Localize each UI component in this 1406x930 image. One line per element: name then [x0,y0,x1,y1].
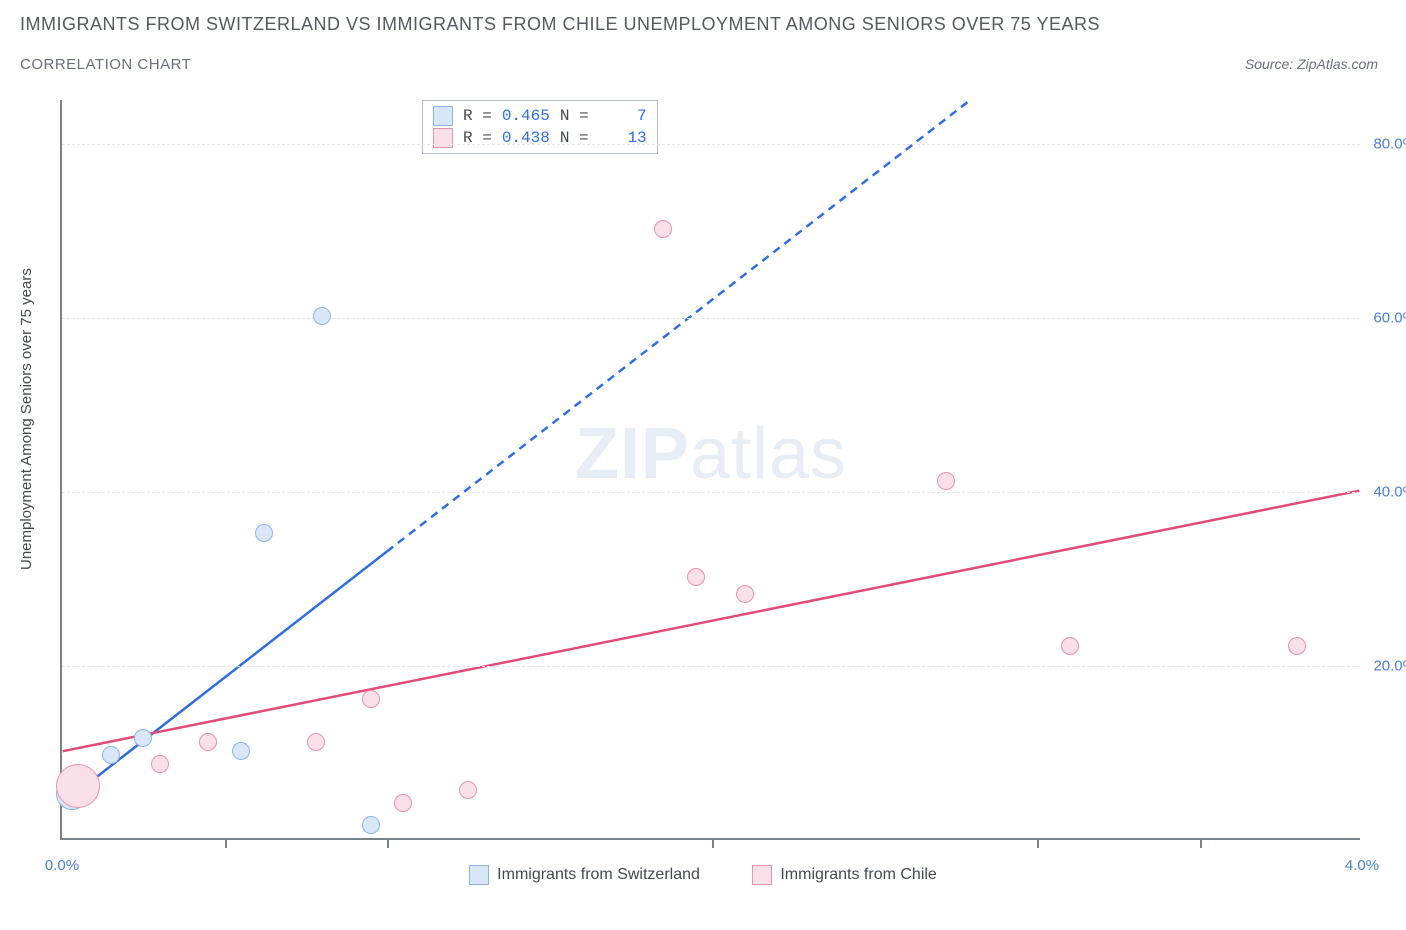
gridline [62,144,1360,145]
x-tick [225,838,227,848]
watermark-light: atlas [690,414,847,494]
data-point-chile [362,690,380,708]
source-name: ZipAtlas.com [1297,56,1378,72]
data-point-chile [394,794,412,812]
legend-item-chile: Immigrants from Chile [752,865,936,885]
data-point-switzerland [102,746,120,764]
data-point-chile [56,764,100,808]
legend-swatch-chile [433,128,453,148]
legend-swatch-chile [752,865,772,885]
gridline [62,666,1360,667]
data-point-chile [199,733,217,751]
legend-r-label: R = [463,127,492,149]
series-legend: Immigrants from Switzerland Immigrants f… [0,865,1406,890]
legend-r-value-chile: 0.438 [502,127,550,149]
legend-row-switzerland: R = 0.465 N = 7 [433,105,647,127]
data-point-chile [151,755,169,773]
gridline [62,318,1360,319]
legend-row-chile: R = 0.438 N = 13 [433,127,647,149]
plot-area: ZIPatlas R = 0.465 N = 7 R = 0.438 N = 1… [60,100,1360,840]
data-point-switzerland [362,816,380,834]
data-point-chile [307,733,325,751]
data-point-chile [736,585,754,603]
legend-r-value-switzerland: 0.465 [502,105,550,127]
legend-swatch-switzerland [469,865,489,885]
watermark: ZIPatlas [575,413,847,495]
correlation-legend: R = 0.465 N = 7 R = 0.438 N = 13 [422,100,658,154]
y-tick-label: 60.0% [1373,309,1406,326]
legend-r-label: R = [463,105,492,127]
legend-swatch-switzerland [433,106,453,126]
x-tick [1200,838,1202,848]
chart-subtitle: CORRELATION CHART [20,56,191,73]
x-tick [712,838,714,848]
legend-n-value-switzerland: 7 [599,105,647,127]
legend-label-chile: Immigrants from Chile [780,866,936,884]
data-point-switzerland [313,307,331,325]
data-point-chile [459,781,477,799]
x-tick [1037,838,1039,848]
chart-title: IMMIGRANTS FROM SWITZERLAND VS IMMIGRANT… [20,14,1100,35]
x-tick [387,838,389,848]
y-axis-label: Unemployment Among Seniors over 75 years [18,268,35,570]
legend-item-switzerland: Immigrants from Switzerland [469,865,700,885]
data-point-switzerland [232,742,250,760]
trend-lines [62,100,1360,838]
chart-container: Unemployment Among Seniors over 75 years… [0,90,1406,930]
source-prefix: Source: [1245,56,1297,72]
gridline [62,492,1360,493]
data-point-switzerland [134,729,152,747]
legend-label-switzerland: Immigrants from Switzerland [497,866,700,884]
legend-n-value-chile: 13 [599,127,647,149]
data-point-switzerland [255,524,273,542]
y-tick-label: 40.0% [1373,483,1406,500]
data-point-chile [687,568,705,586]
data-point-chile [1288,637,1306,655]
data-point-chile [1061,637,1079,655]
legend-n-label: N = [560,127,589,149]
source-label: Source: ZipAtlas.com [1245,56,1378,72]
y-tick-label: 20.0% [1373,657,1406,674]
data-point-chile [654,220,672,238]
watermark-bold: ZIP [575,414,690,494]
legend-n-label: N = [560,105,589,127]
y-tick-label: 80.0% [1373,135,1406,152]
data-point-chile [937,472,955,490]
